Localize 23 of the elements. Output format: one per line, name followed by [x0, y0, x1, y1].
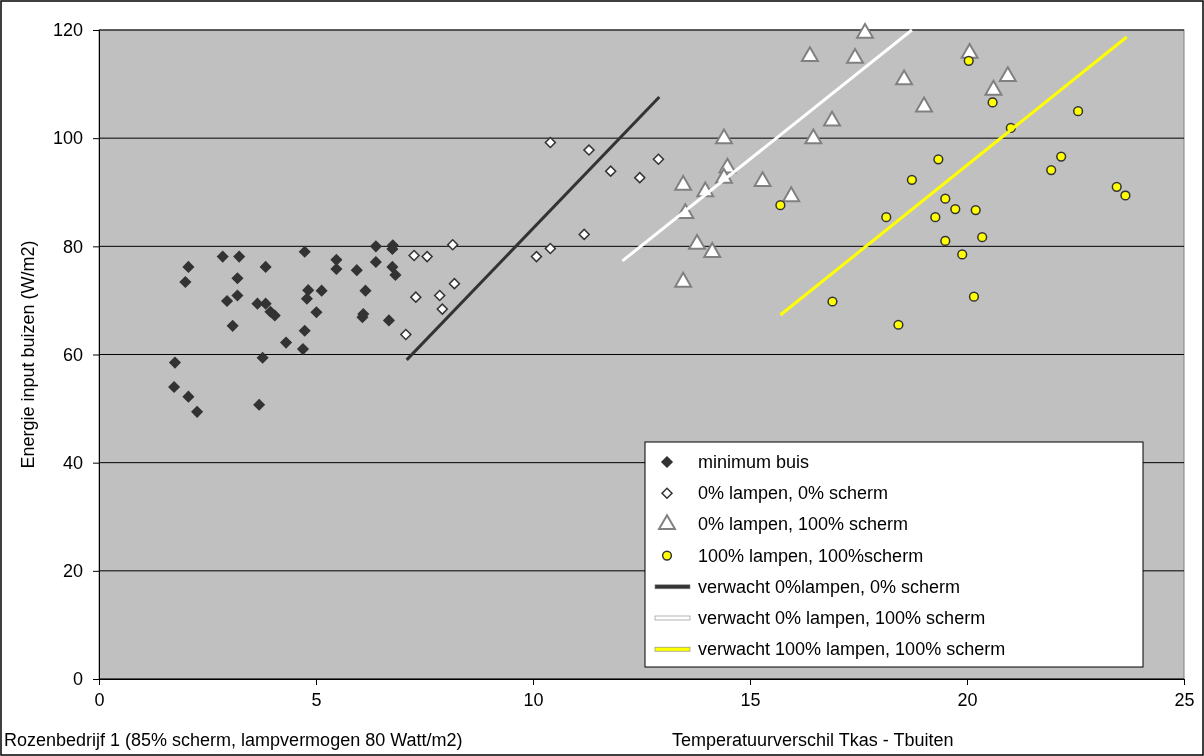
legend-label: verwacht 0%lampen, 0% scherm	[698, 576, 961, 597]
legend-label: verwacht 100% lampen, 100% scherm	[698, 639, 1006, 660]
legend-label: 0% lampen, 0% scherm	[698, 483, 889, 504]
y-tick-label: 20	[62, 561, 83, 582]
x-tick-label: 0	[94, 689, 105, 710]
y-tick-label: 40	[62, 452, 83, 473]
y-tick-label: 120	[52, 20, 83, 41]
x-tick-label: 5	[311, 689, 322, 710]
x-tick-label: 25	[1174, 689, 1195, 710]
legend-label: minimum buis	[698, 452, 810, 472]
x-tick-label: 10	[523, 689, 544, 710]
y-tick-label: 60	[62, 344, 83, 365]
legend-label: verwacht 0% lampen, 100% scherm	[698, 608, 986, 628]
legend-label: 100% lampen, 100%scherm	[698, 545, 924, 566]
y-tick-label: 80	[62, 236, 83, 257]
y-tick-label: 100	[52, 128, 83, 149]
text: Rozenbedrijf 1 (85% scherm, lampvermogen 80 Watt/m2)	[4, 730, 463, 750]
x-tick-label: 20	[957, 689, 978, 710]
legend-label: 0% lampen, 100% scherm	[698, 514, 909, 535]
y-axis-title: Energie input buizen (W/m2)	[18, 240, 38, 469]
x-axis-title: Temperatuurverschil Tkas - Tbuiten	[672, 730, 954, 750]
y-tick-label: 0	[72, 669, 83, 690]
x-tick-label: 15	[740, 689, 761, 710]
